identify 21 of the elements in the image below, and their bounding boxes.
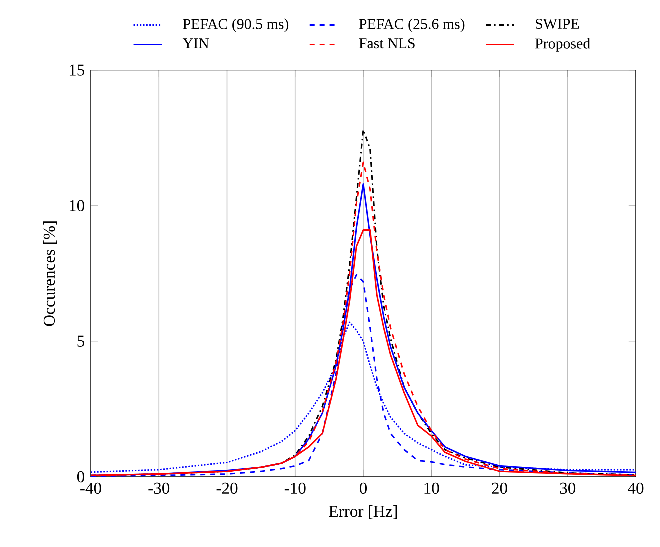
- x-tick-label: 20: [492, 482, 508, 494]
- x-tick-label: 10: [424, 482, 440, 494]
- y-tick-label: 0: [77, 471, 85, 483]
- x-tick-label: -40: [80, 482, 102, 494]
- x-tick-label: 40: [628, 482, 644, 494]
- x-tick-label: -20: [216, 482, 238, 494]
- x-tick-label: 30: [560, 482, 576, 494]
- legend-label: Proposed: [535, 38, 590, 52]
- legend-label: PEFAC (25.6 ms): [359, 18, 465, 32]
- legend-label: YIN: [182, 38, 210, 48]
- y-tick-label: 15: [70, 64, 84, 76]
- x-tick-label: -30: [148, 482, 170, 494]
- legend-label: Fast NLS: [359, 38, 415, 49]
- legend-label: SWIPE: [536, 19, 580, 30]
- x-axis-title: Error [Hz]: [329, 505, 398, 520]
- y-axis-title: Occurences [%]: [43, 222, 58, 326]
- y-tick-label: 10: [70, 200, 85, 212]
- y-tick-label: 5: [78, 336, 84, 347]
- legend-label: PEFAC (90.5 ms): [183, 18, 289, 32]
- x-tick-label: 0: [360, 482, 368, 494]
- x-tick-label: -10: [284, 482, 306, 494]
